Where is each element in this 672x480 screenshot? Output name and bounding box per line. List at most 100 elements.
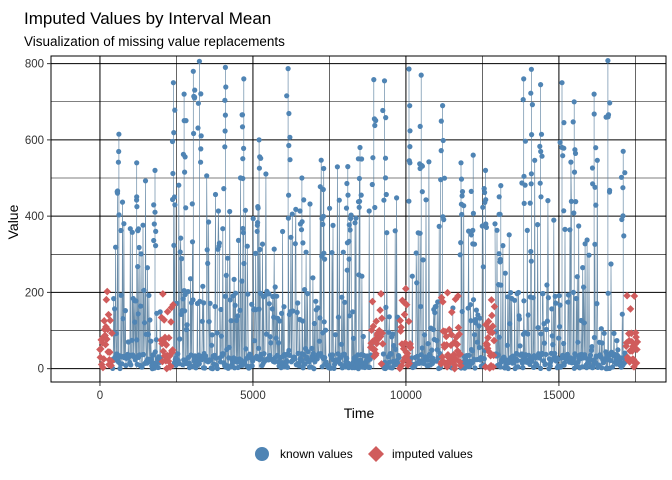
known-value-point	[222, 293, 228, 299]
known-value-point	[347, 227, 353, 233]
known-value-point	[223, 84, 229, 90]
imputed-value-point	[451, 295, 460, 304]
known-value-point	[177, 249, 183, 255]
known-value-point	[605, 58, 611, 64]
known-value-point	[419, 189, 425, 195]
imputed-value-point	[396, 327, 405, 335]
known-value-point	[545, 295, 552, 301]
known-value-point	[215, 208, 221, 214]
known-value-point	[584, 237, 590, 243]
known-value-point	[240, 225, 246, 232]
known-value-point	[544, 318, 551, 324]
known-value-point	[424, 357, 431, 363]
known-value-point	[392, 228, 398, 234]
known-value-point	[409, 273, 415, 279]
known-value-point	[322, 256, 328, 262]
known-value-point	[459, 193, 465, 199]
known-value-point	[414, 280, 420, 286]
imputed-value-point	[626, 305, 635, 313]
known-value-point	[459, 211, 465, 218]
known-value-point	[356, 204, 362, 210]
known-value-point	[473, 307, 479, 313]
known-value-point	[343, 205, 350, 211]
known-value-point	[521, 76, 527, 82]
known-value-point	[272, 284, 278, 290]
known-value-point	[145, 331, 151, 337]
known-value-point	[565, 292, 572, 298]
known-value-point	[302, 361, 308, 367]
known-value-point	[116, 148, 122, 155]
known-value-point	[348, 212, 354, 218]
known-value-point	[117, 365, 123, 372]
known-value-point	[171, 194, 178, 200]
known-value-point	[295, 300, 301, 306]
known-value-point	[140, 222, 146, 228]
known-value-point	[607, 100, 613, 106]
imputed-value-point	[453, 347, 462, 355]
known-value-point	[259, 241, 266, 247]
known-value-point	[241, 260, 247, 267]
known-value-point	[549, 333, 555, 339]
known-value-point	[200, 283, 206, 289]
known-value-point	[234, 313, 241, 319]
known-value-point	[254, 222, 260, 228]
known-value-point	[206, 219, 212, 225]
imputed-value-point	[451, 361, 459, 370]
known-value-point	[541, 340, 548, 346]
known-value-point	[534, 362, 540, 368]
known-value-point	[226, 344, 232, 350]
known-value-point	[580, 265, 586, 271]
known-value-point	[605, 290, 611, 296]
known-value-point	[562, 226, 568, 232]
known-value-point	[482, 199, 488, 205]
known-value-point	[538, 131, 545, 137]
known-value-point	[223, 272, 229, 278]
known-value-point	[508, 290, 514, 296]
known-value-point	[115, 159, 121, 165]
known-value-point	[286, 347, 292, 353]
known-value-point	[339, 294, 345, 300]
known-value-point	[393, 346, 399, 352]
known-value-point	[171, 130, 177, 136]
imputed-value-point	[376, 306, 384, 314]
known-value-point	[519, 360, 526, 366]
known-value-point	[350, 309, 356, 315]
imputed-value-point	[487, 296, 496, 304]
imputed-value-point	[400, 298, 408, 307]
known-value-point	[459, 189, 466, 195]
imputed-value-point	[165, 334, 173, 342]
known-value-point	[529, 102, 536, 108]
known-value-point	[551, 217, 557, 223]
known-value-point	[520, 365, 526, 371]
known-value-point	[245, 291, 251, 297]
known-value-point	[300, 240, 306, 246]
known-value-point	[528, 171, 535, 177]
known-value-point	[298, 227, 305, 233]
known-value-point	[136, 244, 142, 251]
known-value-point	[588, 347, 595, 353]
known-value-point	[344, 267, 350, 273]
imputed-value-point	[452, 333, 461, 342]
known-value-point	[430, 355, 436, 361]
known-value-point	[549, 306, 555, 312]
known-value-point	[116, 131, 122, 137]
known-value-point	[220, 351, 226, 357]
imputed-value-point	[370, 345, 379, 354]
known-value-point	[467, 302, 474, 308]
known-value-point	[152, 349, 158, 355]
known-value-point	[497, 259, 503, 265]
known-value-point	[381, 197, 387, 203]
known-value-point	[138, 303, 144, 309]
imputed-value-point	[485, 348, 494, 356]
known-value-point	[514, 350, 520, 357]
imputed-value-point	[442, 332, 451, 341]
known-value-point	[171, 242, 177, 248]
imputed-value-point	[630, 363, 638, 371]
known-value-point	[483, 221, 489, 227]
known-value-point	[535, 222, 541, 228]
known-value-point	[134, 160, 140, 166]
known-value-point	[290, 308, 296, 314]
known-value-point	[191, 130, 197, 137]
known-value-point	[198, 91, 204, 97]
known-value-point	[606, 189, 613, 195]
